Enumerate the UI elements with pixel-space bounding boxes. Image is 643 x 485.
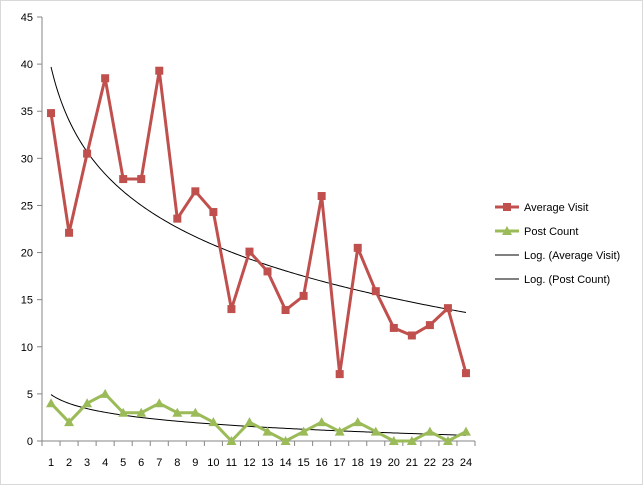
x-tick-label: 10 [207, 457, 219, 469]
x-tick-label: 1 [48, 457, 54, 469]
data-point-average-visit [173, 214, 182, 223]
data-point-average-visit [353, 243, 362, 252]
x-tick-label: 5 [120, 457, 126, 469]
x-tick-label: 9 [192, 457, 198, 469]
data-point-average-visit [389, 323, 398, 332]
data-point-average-visit [371, 287, 380, 296]
x-tick-label: 18 [352, 457, 364, 469]
x-tick-label: 8 [174, 457, 180, 469]
data-point-average-visit [191, 187, 200, 196]
series-line-average-visit [49, 69, 468, 376]
x-tick-label: 7 [156, 457, 162, 469]
y-tick-label: 5 [27, 389, 33, 401]
x-tick-label: 24 [460, 457, 472, 469]
data-point-average-visit [281, 306, 290, 315]
data-point-average-visit [137, 175, 146, 184]
data-point-average-visit [407, 331, 416, 340]
legend: Average Visit Post Count Log. (Average Vis… [495, 202, 620, 286]
series-line-post-count [49, 392, 467, 443]
data-point-post-count [118, 407, 129, 417]
data-point-average-visit [47, 109, 56, 118]
data-point-post-count [244, 417, 255, 427]
data-point-average-visit [119, 175, 128, 184]
x-tick-label: 23 [442, 457, 454, 469]
data-point-average-visit [425, 321, 434, 330]
x-tick-label: 20 [388, 457, 400, 469]
data-point-post-count [460, 426, 471, 436]
data-point-post-count [280, 436, 291, 445]
y-tick-label: 15 [21, 295, 33, 307]
data-point-post-count [316, 417, 327, 427]
data-point-post-count [100, 388, 111, 398]
legend-marker-average-visit [503, 203, 511, 211]
y-tick-label: 0 [27, 436, 33, 448]
data-point-post-count [208, 417, 219, 427]
x-tick-label: 21 [406, 457, 418, 469]
data-point-average-visit [227, 305, 236, 314]
data-point-post-count [298, 426, 309, 436]
data-point-average-visit [155, 66, 164, 75]
data-point-average-visit [101, 74, 110, 83]
data-point-average-visit [317, 192, 326, 201]
x-tick-label: 11 [226, 457, 237, 469]
data-point-average-visit [209, 208, 218, 217]
x-tick-label: 15 [297, 457, 309, 469]
data-point-average-visit [263, 267, 272, 276]
data-point-average-visit [83, 149, 92, 158]
data-point-post-count [46, 398, 57, 408]
data-point-post-count [190, 407, 201, 417]
y-tick-label: 10 [21, 342, 33, 354]
x-tick-label: 14 [279, 457, 291, 469]
legend-label-log-post-count: Log. (Post Count) [524, 274, 610, 286]
x-tick-label: 4 [102, 457, 108, 469]
x-tick-label: 12 [243, 457, 255, 469]
y-tick-label: 35 [21, 106, 33, 118]
data-point-post-count [406, 436, 417, 445]
series [46, 66, 471, 445]
data-point-average-visit [461, 369, 470, 378]
y-tick-label: 30 [21, 153, 33, 165]
x-tick-label: 6 [138, 457, 144, 469]
data-point-average-visit [245, 247, 254, 256]
data-point-post-count [154, 398, 165, 408]
data-point-post-count [136, 407, 147, 417]
x-tick-label: 3 [84, 457, 90, 469]
data-point-average-visit [65, 228, 74, 237]
legend-label-post-count: Post Count [524, 226, 578, 238]
x-tick-label: 19 [370, 457, 382, 469]
data-point-post-count [352, 417, 363, 427]
data-point-post-count [334, 426, 345, 436]
x-tick-label: 17 [334, 457, 346, 469]
y-tick-label: 40 [21, 59, 33, 71]
y-tick-label: 45 [21, 12, 33, 24]
data-point-average-visit [299, 291, 308, 300]
y-tick-label: 20 [21, 248, 33, 260]
data-point-post-count [262, 426, 273, 436]
x-tick-label: 2 [66, 457, 72, 469]
data-point-post-count [82, 398, 93, 408]
legend-label-average-visit: Average Visit [524, 202, 588, 214]
data-point-post-count [172, 407, 183, 417]
data-point-average-visit [335, 370, 344, 379]
legend-label-log-average-visit: Log. (Average Visit) [524, 250, 620, 262]
data-point-post-count [388, 436, 399, 445]
y-tick-label: 25 [21, 200, 33, 212]
data-point-post-count [226, 436, 237, 445]
data-point-post-count [442, 436, 453, 445]
x-tick-label: 16 [316, 457, 328, 469]
data-point-post-count [370, 426, 381, 436]
x-tick-label: 13 [261, 457, 273, 469]
data-point-post-count [424, 426, 435, 436]
trendline-average-visit [50, 66, 467, 313]
data-point-post-count [64, 417, 75, 427]
data-point-average-visit [443, 304, 452, 313]
x-tick-label: 22 [424, 457, 436, 469]
legend-marker-post-count [502, 226, 512, 235]
